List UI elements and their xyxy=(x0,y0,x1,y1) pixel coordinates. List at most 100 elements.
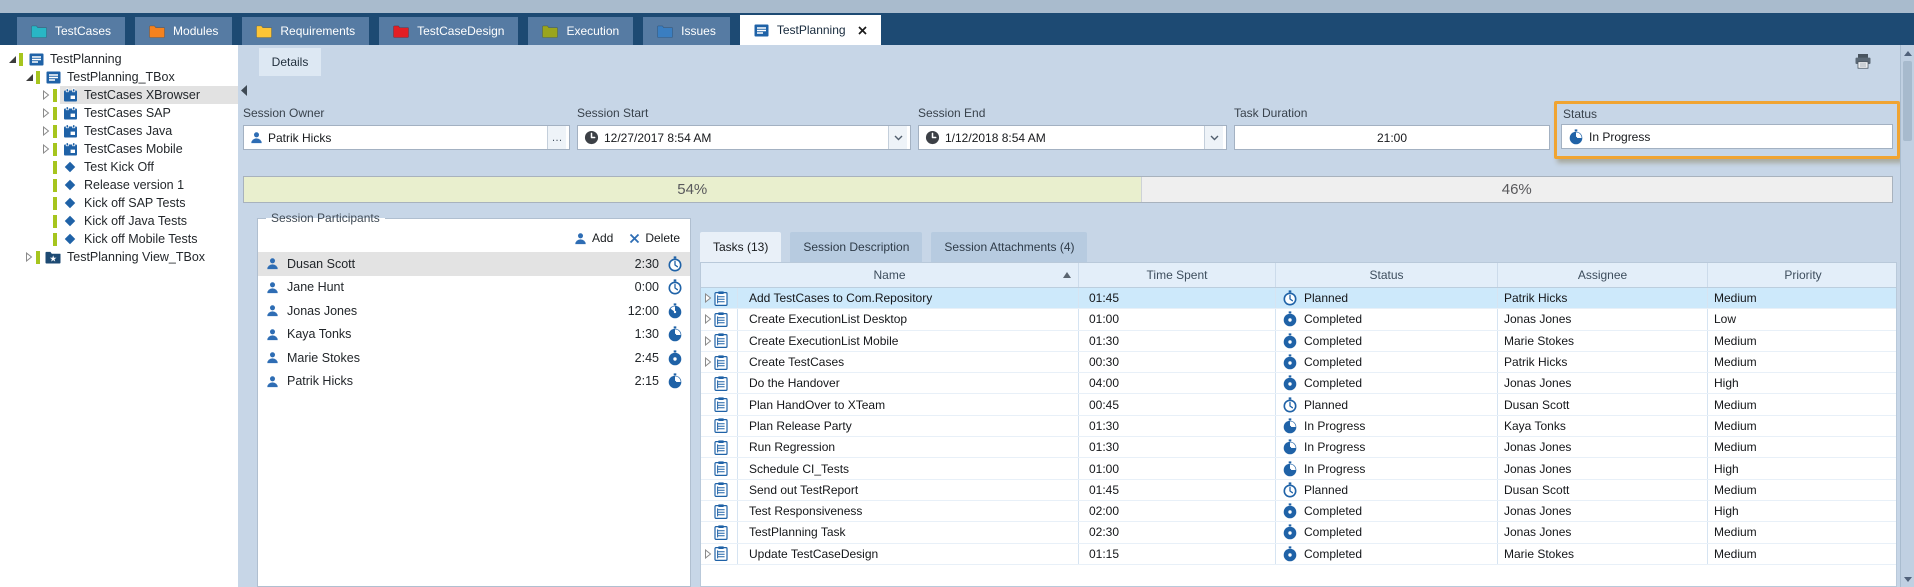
task-row[interactable]: Test Responsiveness 02:00 Completed Jonas J… xyxy=(701,500,1896,523)
project-tree: TestPlanning TestPlanning_TBox TestCases X… xyxy=(0,45,238,587)
task-row[interactable]: Plan HandOver to XTeam 00:45 Planned Dusan … xyxy=(701,394,1896,416)
scroll-down-arrow[interactable] xyxy=(1901,572,1914,586)
task-row-gutter xyxy=(701,330,738,351)
module-tab-testcases[interactable]: TestCases xyxy=(17,17,126,45)
session-end-field[interactable]: 1/12/2018 8:54 AM xyxy=(918,125,1227,150)
task-row[interactable]: Send out TestReport 01:45 Planned Dusan Sco… xyxy=(701,479,1896,501)
close-tab-icon[interactable] xyxy=(857,25,867,35)
task-row[interactable]: Schedule CI_Tests 01:00 In Progress Jonas J… xyxy=(701,458,1896,480)
tree-item-label: Kick off Mobile Tests xyxy=(84,232,198,246)
task-assignee: Marie Stokes xyxy=(1498,330,1708,351)
session-start-group: Session Start 12/27/2017 8:54 AM xyxy=(577,106,911,150)
participant-row[interactable]: Jane Hunt 0:00 xyxy=(258,276,690,300)
column-header-priority[interactable]: Priority xyxy=(1784,268,1822,282)
tab-details[interactable]: Details xyxy=(259,48,321,76)
module-tab-issues[interactable]: Issues xyxy=(643,17,730,45)
task-status: Completed xyxy=(1276,351,1498,373)
tree-expander-icon[interactable] xyxy=(23,73,35,82)
participant-row[interactable]: Marie Stokes 2:45 xyxy=(258,346,690,370)
session-start-dropdown-button[interactable] xyxy=(888,126,907,149)
task-priority: Medium xyxy=(1714,525,1757,540)
testplanning-list-icon xyxy=(754,24,769,37)
task-row[interactable]: Plan Release Party 01:30 In Progress Kaya T… xyxy=(701,415,1896,438)
tree-item-kick-off-java-tests[interactable]: Kick off Java Tests xyxy=(0,212,238,230)
tree-expander-icon[interactable] xyxy=(6,55,18,64)
tree-item-testcases-java[interactable]: TestCases Java xyxy=(0,122,238,140)
tree-item-testplanning-tbox[interactable]: TestPlanning_TBox xyxy=(0,68,238,86)
tasks-subtab-session-description[interactable]: Session Description xyxy=(790,232,923,262)
participant-row[interactable]: Kaya Tonks 1:30 xyxy=(258,323,690,347)
tree-item-testcases-mobile[interactable]: TestCases Mobile xyxy=(0,140,238,158)
task-row[interactable]: TestPlanning Task 02:30 Completed Jonas Jon… xyxy=(701,522,1896,544)
tree-item-test-kick-off[interactable]: Test Kick Off xyxy=(0,158,238,176)
module-tab-testcasedesign[interactable]: TestCaseDesign xyxy=(379,17,519,45)
task-row[interactable]: Add TestCases to Com.Repository 01:45 Plan… xyxy=(701,288,1896,310)
tree-item-testcases-sap[interactable]: TestCases SAP xyxy=(0,104,238,122)
task-row[interactable]: Update TestCaseDesign 01:15 Completed Marie… xyxy=(701,543,1896,565)
folder-icon xyxy=(256,25,273,38)
status-clock-icon xyxy=(1282,439,1298,455)
details-scrollbar[interactable] xyxy=(1900,45,1914,587)
tree-expander-icon[interactable] xyxy=(40,144,52,154)
task-priority: High xyxy=(1714,376,1739,391)
participant-name: Patrik Hicks xyxy=(287,374,353,389)
tree-item-testcases-xbrowser[interactable]: TestCases XBrowser xyxy=(0,86,238,104)
delete-participant-button[interactable]: Delete xyxy=(629,231,680,245)
tasks-subtab-tasks-13-[interactable]: Tasks (13) xyxy=(700,232,782,262)
status-highlight-box: Status In Progress xyxy=(1554,101,1900,159)
participant-row[interactable]: Dusan Scott 2:30 xyxy=(258,252,690,276)
task-duration-value: 21:00 xyxy=(1376,130,1408,145)
participant-row[interactable]: Patrik Hicks 2:15 xyxy=(258,370,690,394)
scrollbar-thumb[interactable] xyxy=(1903,61,1912,141)
task-name: Create TestCases xyxy=(738,351,1079,373)
row-expand-icon[interactable] xyxy=(703,335,712,346)
tree-item-testplanning[interactable]: TestPlanning xyxy=(0,50,238,68)
row-expand-icon[interactable] xyxy=(703,314,712,325)
task-duration-field[interactable]: 21:00 xyxy=(1234,125,1550,150)
status-field[interactable]: In Progress xyxy=(1561,124,1893,149)
tree-expander-icon[interactable] xyxy=(23,252,35,262)
task-row[interactable]: Create ExecutionList Mobile 01:30 Complete… xyxy=(701,330,1896,352)
task-time-spent: 01:30 xyxy=(1079,330,1276,351)
column-header-name[interactable]: Name xyxy=(701,263,1079,287)
task-row[interactable]: Do the Handover 04:00 Completed Jonas Jones… xyxy=(701,373,1896,395)
tree-item-testplanning-view-tbox[interactable]: ★ TestPlanning View_TBox xyxy=(0,248,238,266)
session-start-label: Session Start xyxy=(577,106,649,120)
row-expand-icon[interactable] xyxy=(703,357,712,368)
task-row[interactable]: Create TestCases 00:30 Completed Patrik Hic… xyxy=(701,351,1896,374)
session-end-label: Session End xyxy=(918,106,986,120)
tree-expander-icon[interactable] xyxy=(40,108,52,118)
task-row[interactable]: Create ExecutionList Desktop 01:00 Complet… xyxy=(701,309,1896,331)
tree-expander-icon[interactable] xyxy=(40,90,52,100)
print-icon[interactable] xyxy=(1854,53,1872,74)
module-tab-modules[interactable]: Modules xyxy=(135,17,233,45)
task-row-gutter xyxy=(701,479,738,500)
column-header-status[interactable]: Status xyxy=(1276,263,1498,287)
row-expand-icon[interactable] xyxy=(703,293,712,304)
participant-row[interactable]: Jonas Jones 12:00 xyxy=(258,299,690,323)
session-owner-field[interactable]: Patrik Hicks … xyxy=(243,125,570,150)
tree-item-release-version-1[interactable]: Release version 1 xyxy=(0,176,238,194)
column-header-time-spent[interactable]: Time Spent xyxy=(1079,263,1276,287)
tree-item-kick-off-mobile-tests[interactable]: Kick off Mobile Tests xyxy=(0,230,238,248)
module-tab-requirements[interactable]: Requirements xyxy=(242,17,370,45)
module-tab-execution[interactable]: Execution xyxy=(528,17,634,45)
tree-collapse-arrow[interactable] xyxy=(241,83,247,101)
tasks-subtab-session-attachments-4-[interactable]: Session Attachments (4) xyxy=(931,232,1088,262)
task-row[interactable]: Run Regression 01:30 In Progress Jonas Jone… xyxy=(701,437,1896,459)
add-participant-button[interactable]: Add xyxy=(574,231,613,245)
session-owner-browse-button[interactable]: … xyxy=(547,126,566,149)
task-status: Completed xyxy=(1276,522,1498,543)
participant-clock-icon xyxy=(667,350,683,366)
tree-expander-icon[interactable] xyxy=(40,126,52,136)
tree-item-kick-off-sap-tests[interactable]: Kick off SAP Tests xyxy=(0,194,238,212)
column-header-assignee[interactable]: Assignee xyxy=(1498,263,1708,287)
scroll-up-arrow[interactable] xyxy=(1901,46,1914,60)
row-expand-icon[interactable] xyxy=(703,548,712,559)
session-start-field[interactable]: 12/27/2017 8:54 AM xyxy=(577,125,911,150)
participant-clock-icon xyxy=(667,279,683,295)
task-row-gutter xyxy=(701,288,738,309)
module-tab-bar: TestCases Modules Requirements TestCaseDesi… xyxy=(0,13,1914,45)
session-end-dropdown-button[interactable] xyxy=(1204,126,1223,149)
module-tab-testplanning[interactable]: TestPlanning xyxy=(739,15,881,45)
